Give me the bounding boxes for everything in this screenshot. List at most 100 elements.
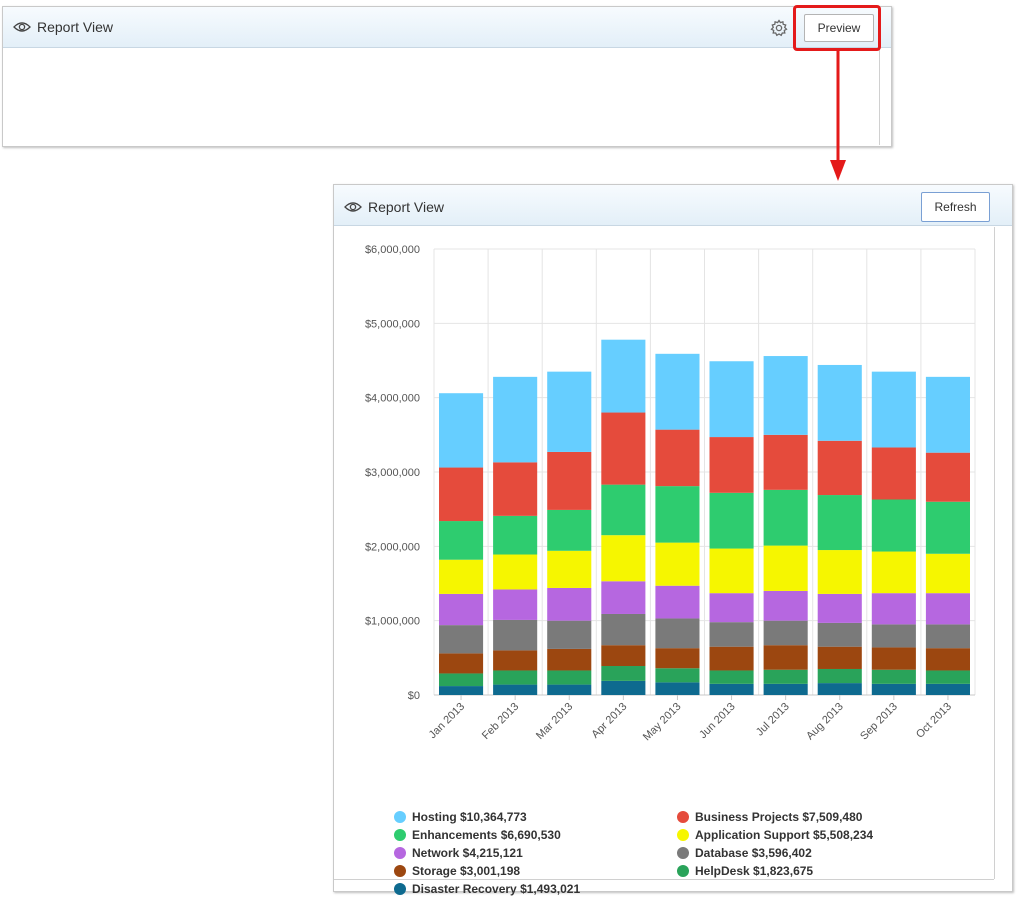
bar-segment [439,673,484,687]
bar-segment [709,548,754,594]
legend-item[interactable]: HelpDesk $1,823,675 [677,864,813,880]
legend-label: Application Support $5,508,234 [695,828,874,842]
bar-segment [817,364,862,441]
legend-label: Network $4,215,121 [412,846,523,860]
y-tick-label: $5,000,000 [365,318,420,330]
bar-segment [871,371,916,448]
legend-color-dot [677,829,689,841]
scrollbar-track[interactable] [994,227,995,879]
bar-segment [655,682,700,695]
legend-color-dot [394,829,406,841]
bar-segment [493,376,538,463]
bar-segment [439,593,484,626]
bar-segment [925,452,970,502]
legend-color-dot [394,811,406,823]
legend-item[interactable]: Storage $3,001,198 [394,864,520,880]
x-tick-label: Sep 2013 [858,701,900,743]
bar-segment [871,593,916,625]
bar-segment [547,620,592,649]
eye-icon [344,202,362,212]
y-tick-label: $0 [408,690,420,702]
bar-segment [817,495,862,551]
legend-item[interactable]: Business Projects $7,509,480 [677,810,862,826]
chart-svg: $0 $1,000,000 $2,000,000 $3,000,000 $4,000,0… [365,244,976,743]
bar-segment [493,650,538,671]
bar-segment [655,542,700,586]
report-view-panel-bottom: Report View Refresh $0 $1,000,000 $2,000,0… [333,184,1013,896]
x-tick-label: Apr 2013 [589,701,629,741]
legend-item[interactable]: Database $3,596,402 [677,846,812,862]
bar-segment [655,585,700,619]
legend-label: Hosting $10,364,773 [412,810,527,824]
legend-color-dot [394,865,406,877]
bar-segment [871,447,916,500]
bar-segment [871,647,916,670]
y-tick-label: $4,000,000 [365,393,420,405]
report-view-panel-top: Report View Preview [2,6,892,147]
gear-icon[interactable] [770,19,788,37]
bar-segment [925,501,970,554]
y-tick-label: $2,000,000 [365,541,420,553]
bar-segment [439,653,484,674]
legend-item[interactable]: Disaster Recovery $1,493,021 [394,882,580,898]
refresh-button[interactable]: Refresh [921,192,990,222]
panel-header: Report View Refresh [334,185,1012,226]
legend-item[interactable]: Hosting $10,364,773 [394,810,527,826]
legend-item[interactable]: Enhancements $6,690,530 [394,828,561,844]
bar-segment [763,645,808,670]
bar-segment [925,553,970,594]
legend-color-dot [677,811,689,823]
bar-segment [817,440,862,496]
bar-segment [925,624,970,649]
bar-segment [601,581,646,614]
bar-segment [709,492,754,549]
panel-title: Report View [368,199,445,215]
bar-segment [709,683,754,695]
preview-highlight [793,5,881,51]
bar-segment [709,622,754,647]
panel-header: Report View Preview [3,7,891,48]
bar-segment [871,499,916,552]
bar-segment [601,680,646,695]
bar-segment [547,670,592,685]
bar-segment [493,589,538,620]
bar-segment [493,684,538,695]
legend-color-dot [677,865,689,877]
bar-segment [547,451,592,510]
legend-item[interactable]: Network $4,215,121 [394,846,523,862]
bar-segment [709,670,754,684]
bar-segment [547,509,592,551]
bar-segment [601,535,646,582]
bar-segment [871,624,916,648]
bar-segment [763,669,808,684]
legend-label: Storage $3,001,198 [412,864,521,878]
bar-segment [925,683,970,695]
preview-button[interactable]: Preview [804,14,874,42]
legend-item[interactable]: Application Support $5,508,234 [677,828,873,844]
bar-segment [817,550,862,594]
legend-color-dot [677,847,689,859]
bar-segment [763,620,808,646]
panel-title: Report View [37,19,114,35]
x-tick-label: Feb 2013 [480,701,521,742]
bar-segment [871,669,916,684]
bar-segment [493,670,538,685]
bar-segment [655,429,700,487]
bar-segment [763,590,808,621]
bar-segment [925,670,970,684]
bar-segment [655,486,700,543]
legend-label: Disaster Recovery $1,493,021 [412,882,581,896]
bar-segment [817,622,862,647]
bar-segment [547,684,592,695]
legend-color-dot [394,883,406,895]
bar-segment [547,648,592,671]
bar-segment [601,339,646,413]
bar-segment [709,437,754,493]
bar-segment [871,683,916,695]
scrollbar-track[interactable] [879,49,880,145]
bar-segment [763,434,808,490]
bar-segment [493,554,538,590]
bar-segment [709,361,754,438]
bar-segment [817,683,862,695]
bar-segment [547,371,592,452]
